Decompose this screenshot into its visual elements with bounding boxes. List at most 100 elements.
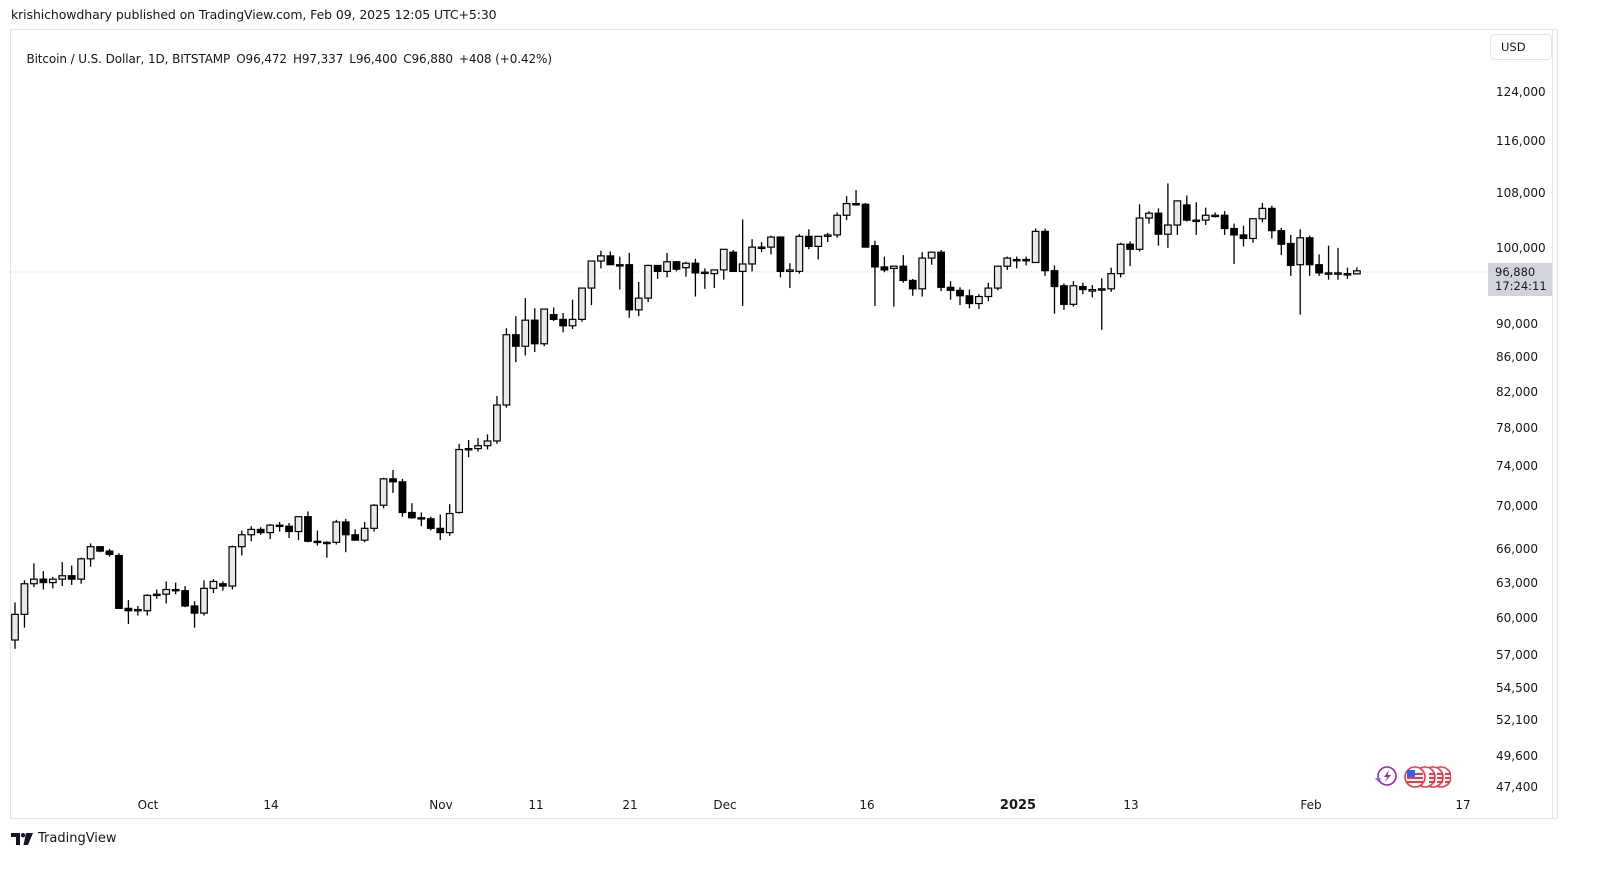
candle-down	[171, 588, 180, 592]
candle-down	[39, 578, 48, 584]
candle-up	[1334, 272, 1342, 275]
candle-up	[455, 448, 464, 514]
candle-up	[322, 541, 331, 545]
candle-up	[767, 236, 775, 248]
time-axis-label: 2025	[999, 798, 1037, 813]
candle-down	[1126, 243, 1135, 250]
candle-down	[937, 251, 945, 288]
candle-up	[889, 265, 898, 270]
candle-down	[426, 518, 435, 529]
candle-down	[181, 590, 190, 607]
candle-up	[634, 297, 643, 311]
candle-down	[559, 318, 567, 327]
candle-up	[842, 202, 851, 216]
candle-up	[502, 334, 511, 406]
candle-down	[1315, 264, 1324, 274]
candle-up	[48, 578, 57, 584]
candle-down	[351, 534, 360, 541]
candle-up	[719, 248, 728, 271]
economic-events[interactable]	[1371, 764, 1452, 790]
candle-up	[247, 528, 256, 536]
price-axis-label: 47,400	[1496, 780, 1538, 794]
candle-down	[1041, 230, 1049, 272]
candle-up	[1201, 214, 1210, 221]
candle-down	[398, 481, 407, 514]
candle-down	[1060, 285, 1068, 305]
candle-down	[1050, 270, 1059, 288]
candle-up	[493, 404, 501, 442]
currency-button[interactable]: USD	[1490, 34, 1552, 60]
candle-up	[1145, 212, 1153, 219]
price-axis-border	[1552, 29, 1553, 819]
candle-up	[738, 263, 747, 273]
tradingview-logo[interactable]: TradingView	[11, 831, 117, 846]
price-axis-label: 108,000	[1496, 186, 1546, 200]
time-axis-label: 13	[1123, 798, 1139, 812]
legend-symbol[interactable]: Bitcoin / U.S. Dollar, 1D, BITSTAMP	[26, 52, 231, 66]
candle-up	[483, 440, 492, 447]
candle-up	[370, 504, 378, 529]
candle-down	[1305, 237, 1314, 266]
time-axis-label: 21	[622, 798, 638, 812]
price-axis-label: 116,000	[1496, 134, 1546, 148]
candle-down	[1182, 204, 1191, 221]
candle-down	[341, 521, 350, 536]
candle-up	[200, 587, 208, 614]
candle-up	[77, 558, 86, 580]
time-axis-label: Nov	[429, 798, 453, 812]
candle-down	[313, 540, 322, 544]
us-flag-event-icon[interactable]	[1404, 766, 1452, 788]
price-axis-label: 49,600	[1496, 749, 1538, 763]
candle-up	[521, 319, 530, 347]
candle-down	[625, 264, 634, 311]
ai-spark-icon[interactable]	[1374, 766, 1397, 786]
price-axis-label: 52,100	[1496, 713, 1538, 727]
price-axis-label: 57,000	[1496, 648, 1538, 662]
candle-down	[190, 605, 199, 614]
candle-down	[852, 202, 860, 206]
candle-up	[540, 308, 549, 345]
candle-down	[417, 517, 426, 520]
candle-up	[332, 521, 341, 543]
price-axis-label: 86,000	[1496, 350, 1538, 364]
candle-up	[379, 478, 388, 506]
candle-down	[776, 236, 785, 273]
candle-up	[1173, 200, 1182, 226]
candle-down	[880, 266, 889, 271]
candle-up	[1022, 258, 1031, 262]
candle-down	[436, 527, 445, 534]
candle-up	[974, 295, 983, 305]
price-axis-label: 63,000	[1496, 576, 1538, 590]
candle-up	[1003, 257, 1012, 267]
candle-up	[474, 445, 482, 450]
candle-up	[568, 318, 577, 327]
candle-down	[691, 262, 700, 274]
candle-up	[1296, 237, 1305, 266]
chart-pane[interactable]	[10, 29, 1558, 819]
candle-up	[1069, 285, 1078, 305]
price-axis-label: 100,000	[1496, 241, 1546, 255]
candle-up	[58, 575, 67, 580]
candle-up	[1211, 214, 1220, 218]
candle-up	[682, 262, 690, 269]
candle-down	[729, 251, 738, 273]
candle-down	[653, 264, 662, 273]
time-axis-label: Oct	[137, 798, 159, 812]
candle-up	[1352, 270, 1361, 275]
legend-low: L96,400	[349, 52, 398, 66]
candle-up	[984, 287, 993, 298]
last-price-value: 96,880	[1495, 265, 1536, 279]
candle-up	[86, 546, 95, 560]
events-icons[interactable]	[1371, 764, 1452, 790]
candle-down	[615, 264, 624, 267]
currency-label: USD	[1501, 40, 1526, 54]
candle-down	[1230, 227, 1238, 236]
candle-up	[1116, 243, 1125, 275]
candle-down	[530, 319, 539, 345]
candle-down	[861, 203, 870, 248]
candle-down	[275, 524, 284, 528]
candle-up	[1192, 219, 1201, 223]
symbol-legend: Bitcoin / U.S. Dollar, 1D, BITSTAMP O96,4…	[19, 38, 558, 66]
candle-up	[663, 261, 671, 273]
